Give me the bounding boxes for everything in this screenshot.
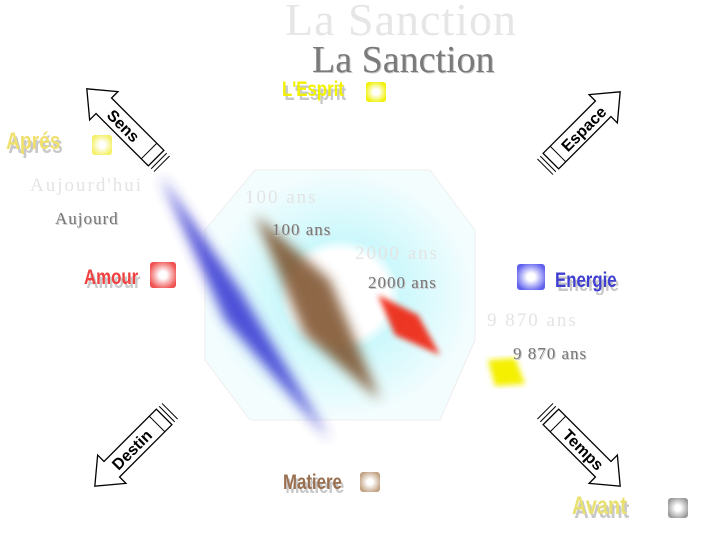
label-apres: Aprés	[6, 128, 61, 155]
arrow-sens: Sens	[86, 88, 170, 172]
apres-badge-icon	[92, 135, 112, 155]
arrow-destin: Destin	[94, 403, 178, 487]
red-diamond	[378, 295, 440, 355]
label-esprit: L'Esprit	[282, 78, 344, 101]
year-2000-label: 2000 ans	[368, 273, 437, 292]
brown-diamond	[255, 215, 380, 400]
year-2000-ghost: 2000 ans	[355, 243, 440, 264]
year-100-label: 100 ans	[272, 220, 332, 239]
blue-streak	[160, 175, 330, 440]
title-shadow: La Sanction	[285, 0, 517, 45]
arrow-espace: Espace	[537, 91, 621, 175]
avant-badge-icon	[668, 498, 688, 518]
yellow-diamond	[488, 358, 525, 386]
label-matiere: Matiere	[283, 471, 342, 494]
today-ghost: Aujourd'hui	[30, 175, 144, 196]
year-9870-ghost: 9 870 ans	[487, 310, 578, 331]
arrow-temps: Temps	[537, 403, 621, 487]
matiere-badge-icon	[360, 472, 380, 492]
year-100-ghost: 100 ans	[245, 187, 318, 208]
label-energie: Energie	[555, 269, 617, 292]
label-amour: Amour	[84, 266, 139, 289]
energie-badge-icon	[517, 264, 545, 290]
amour-badge-icon	[150, 262, 176, 288]
page-title: La Sanction	[312, 39, 495, 81]
today-label: Aujourd	[55, 209, 119, 228]
label-avant: Avant	[572, 492, 627, 520]
year-9870-label: 9 870 ans	[513, 344, 588, 363]
esprit-badge-icon	[366, 82, 386, 102]
